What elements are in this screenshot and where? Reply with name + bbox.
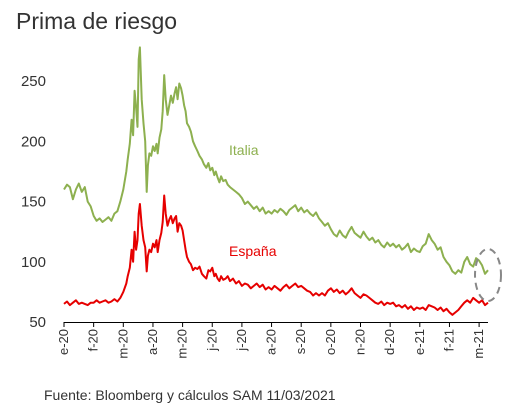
x-tick-label: f-20 bbox=[86, 329, 101, 351]
y-axis: 50 100 150 200 250 bbox=[21, 73, 46, 331]
series-label-italia: Italia bbox=[229, 142, 259, 158]
x-tick-label: j-20 bbox=[204, 329, 219, 352]
series-label-espana: España bbox=[229, 243, 277, 259]
y-tick-label: 250 bbox=[21, 73, 46, 90]
x-tick-label: a-20 bbox=[264, 329, 279, 355]
series-line-espana bbox=[63, 194, 489, 316]
x-tick-label: o-20 bbox=[323, 329, 338, 355]
x-tick-label: n-20 bbox=[353, 329, 368, 355]
recent-values-highlight bbox=[474, 248, 502, 302]
x-tick-label: e-20 bbox=[56, 329, 71, 355]
x-tick-label: m-20 bbox=[175, 329, 190, 359]
source-note: Fuente: Bloomberg y cálculos SAM 11/03/2… bbox=[44, 387, 336, 403]
x-tick-label: m-21 bbox=[471, 329, 486, 359]
x-axis: e-20 f-20 m-20 a-20 m-20 j-20 j-20 a-20 s-20 o-20… bbox=[56, 322, 488, 359]
y-tick-label: 100 bbox=[21, 254, 46, 271]
x-tick-label: j-20 bbox=[234, 329, 249, 352]
series-lines bbox=[63, 46, 489, 316]
series-line-italia bbox=[63, 46, 489, 275]
x-tick-label: s-20 bbox=[293, 329, 308, 354]
x-tick-label: a-20 bbox=[145, 329, 160, 355]
x-tick-label: d-20 bbox=[382, 329, 397, 355]
y-tick-label: 50 bbox=[29, 314, 46, 331]
y-tick-label: 150 bbox=[21, 194, 46, 211]
x-tick-label: f-21 bbox=[441, 329, 456, 351]
x-tick-label: e-21 bbox=[412, 329, 427, 355]
chart-title: Prima de riesgo bbox=[16, 8, 178, 34]
series-labels: Italia España bbox=[229, 142, 277, 259]
y-tick-label: 200 bbox=[21, 133, 46, 150]
x-tick-label: m-20 bbox=[115, 329, 130, 359]
